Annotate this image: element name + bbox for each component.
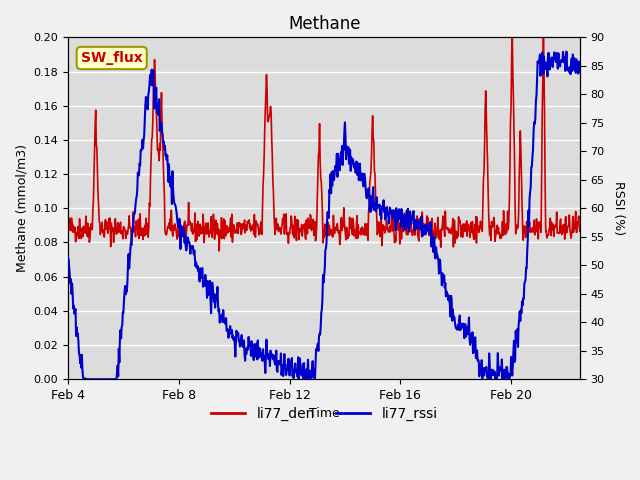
Legend: li77_den, li77_rssi: li77_den, li77_rssi	[205, 402, 444, 427]
Text: SW_flux: SW_flux	[81, 51, 143, 65]
Y-axis label: RSSI (%): RSSI (%)	[612, 181, 625, 235]
X-axis label: Time: Time	[308, 408, 340, 420]
Title: Methane: Methane	[288, 15, 360, 33]
Y-axis label: Methane (mmol/m3): Methane (mmol/m3)	[15, 144, 28, 272]
